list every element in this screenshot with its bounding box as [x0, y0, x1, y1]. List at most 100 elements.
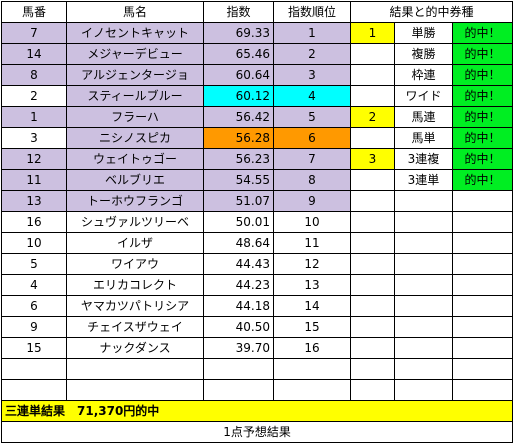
result-position-cell: 1: [350, 22, 395, 44]
horse-number-cell: [1, 379, 67, 401]
bet-type-cell: [394, 274, 453, 296]
bet-type-cell: [394, 253, 453, 275]
table-row: 6 ヤマカツパトリシア 44.18 14: [1, 295, 513, 317]
result-position-cell: [350, 169, 395, 191]
table-row: 16 シュヴァルツリーベ 50.01 10: [1, 211, 513, 233]
index-cell: 39.70: [203, 337, 274, 359]
bet-type-cell: ワイド: [394, 85, 453, 107]
table-row: 11 ベルブリエ 54.55 8 3連単 的中！: [1, 169, 513, 191]
hit-cell: [451, 274, 513, 296]
index-cell: [203, 379, 274, 401]
index-rank-cell: 10: [273, 211, 351, 233]
index-rank-cell: 6: [273, 127, 351, 149]
index-cell: 40.50: [203, 316, 274, 338]
hit-cell: 的中！: [451, 169, 513, 191]
index-rank-cell: 1: [273, 22, 351, 44]
horse-number-cell: 2: [1, 85, 67, 107]
index-cell: 50.01: [203, 211, 274, 233]
table-row: 9 チェイスザウェイ 40.50 15: [1, 316, 513, 338]
hit-cell: [451, 253, 513, 275]
footer-note: 1点予想結果: [0, 421, 513, 443]
horse-name-cell: ベルブリエ: [66, 169, 204, 191]
horse-number-cell: 13: [1, 190, 67, 212]
index-cell: 48.64: [203, 232, 274, 254]
table-row: 15 ナックダンス 39.70 16: [1, 337, 513, 359]
table-row: 13 トーホウフランゴ 51.07 9: [1, 190, 513, 212]
index-rank-cell: 9: [273, 190, 351, 212]
horse-number-cell: 16: [1, 211, 67, 233]
horse-name-cell: イルザ: [66, 232, 204, 254]
hit-cell: [451, 295, 513, 317]
index-cell: 51.07: [203, 190, 274, 212]
horse-name-cell: メジャーデビュー: [66, 43, 204, 65]
horse-number-cell: 9: [1, 316, 67, 338]
index-rank-cell: 14: [273, 295, 351, 317]
hit-cell: [451, 211, 513, 233]
index-rank-cell: 15: [273, 316, 351, 338]
summary-row: 三連単結果 71,370円的中: [0, 400, 513, 422]
header-horse-name: 馬名: [66, 1, 204, 23]
horse-name-cell: ワイアウ: [66, 253, 204, 275]
header-index: 指数: [203, 1, 274, 23]
result-position-cell: [350, 316, 395, 338]
horse-number-cell: 8: [1, 64, 67, 86]
bet-type-cell: [394, 211, 453, 233]
horse-name-cell: [66, 358, 204, 380]
index-rank-cell: 3: [273, 64, 351, 86]
hit-cell: [451, 337, 513, 359]
index-rank-cell: 11: [273, 232, 351, 254]
horse-number-cell: [1, 358, 67, 380]
result-position-cell: [350, 379, 395, 401]
index-rank-cell: 12: [273, 253, 351, 275]
table-row: [1, 379, 513, 401]
horse-number-cell: 15: [1, 337, 67, 359]
result-position-cell: [350, 190, 395, 212]
index-rank-cell: [273, 358, 351, 380]
index-cell: 44.23: [203, 274, 274, 296]
horse-name-cell: [66, 379, 204, 401]
index-cell: [203, 358, 274, 380]
bet-type-cell: 枠連: [394, 64, 453, 86]
index-cell: 44.18: [203, 295, 274, 317]
header-horse-number: 馬番: [1, 1, 67, 23]
table-row: 10 イルザ 48.64 11: [1, 232, 513, 254]
table-row: 12 ウェイトゥゴー 56.23 7 3 3連複 的中！: [1, 148, 513, 170]
bet-type-cell: 3連複: [394, 148, 453, 170]
index-rank-cell: 8: [273, 169, 351, 191]
result-position-cell: [350, 43, 395, 65]
index-cell: 65.46: [203, 43, 274, 65]
hit-cell: 的中！: [451, 85, 513, 107]
table-row: 8 アルジェンタージョ 60.64 3 枠連 的中！: [1, 64, 513, 86]
hit-cell: 的中！: [451, 127, 513, 149]
footer-row: 1点予想結果: [0, 421, 513, 443]
bet-type-cell: [394, 190, 453, 212]
horse-name-cell: ニシノスピカ: [66, 127, 204, 149]
bet-type-cell: [394, 358, 453, 380]
horse-number-cell: 11: [1, 169, 67, 191]
hit-cell: 的中！: [451, 22, 513, 44]
index-cell: 56.42: [203, 106, 274, 128]
trifecta-summary: 三連単結果 71,370円的中: [0, 400, 513, 422]
horse-name-cell: トーホウフランゴ: [66, 190, 204, 212]
bet-type-cell: [394, 295, 453, 317]
horse-number-cell: 3: [1, 127, 67, 149]
horse-number-cell: 1: [1, 106, 67, 128]
horse-number-cell: 10: [1, 232, 67, 254]
result-position-cell: 2: [350, 106, 395, 128]
hit-cell: 的中！: [451, 148, 513, 170]
table-row: 2 スティールブルー 60.12 4 ワイド 的中！: [1, 85, 513, 107]
index-rank-cell: 7: [273, 148, 351, 170]
horse-name-cell: フラーハ: [66, 106, 204, 128]
hit-cell: 的中！: [451, 43, 513, 65]
table-row: 4 エリカコレクト 44.23 13: [1, 274, 513, 296]
hit-cell: 的中！: [451, 64, 513, 86]
index-cell: 56.23: [203, 148, 274, 170]
hit-cell: [451, 190, 513, 212]
hit-cell: [451, 358, 513, 380]
table-row: 3 ニシノスピカ 56.28 6 馬単 的中！: [1, 127, 513, 149]
horse-name-cell: ナックダンス: [66, 337, 204, 359]
result-position-cell: [350, 64, 395, 86]
bet-type-cell: [394, 337, 453, 359]
bet-type-cell: [394, 316, 453, 338]
